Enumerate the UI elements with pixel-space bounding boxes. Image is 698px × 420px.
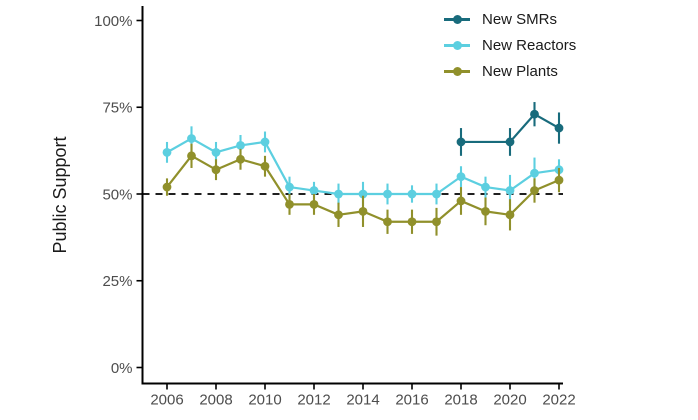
- data-point: [334, 189, 343, 199]
- data-point: [432, 217, 441, 227]
- legend-item-new-reactors: New Reactors: [444, 32, 576, 58]
- data-point: [334, 210, 343, 220]
- data-point: [432, 189, 441, 199]
- legend-marker-new-smrs: [444, 14, 470, 24]
- x-tick-label: 2014: [346, 392, 379, 409]
- data-point: [162, 147, 172, 157]
- data-point: [236, 141, 245, 150]
- legend-dot-icon: [452, 40, 462, 50]
- legend-item-new-plants: New Plants: [444, 58, 576, 84]
- data-point: [407, 189, 417, 199]
- data-point: [456, 172, 466, 182]
- data-point: [236, 154, 245, 164]
- data-point: [358, 206, 368, 216]
- x-tick-label: 2006: [150, 392, 183, 409]
- y-axis-title: Public Support: [50, 136, 70, 253]
- legend-dot-icon: [452, 14, 462, 24]
- legend-label-new-smrs: New SMRs: [482, 10, 558, 28]
- data-point: [309, 200, 319, 209]
- legend-item-new-smrs: New SMRs: [444, 6, 576, 32]
- data-point: [456, 137, 466, 147]
- x-tick-label: 2016: [395, 392, 428, 409]
- data-point: [358, 189, 368, 199]
- data-point: [285, 182, 294, 192]
- data-point: [407, 217, 417, 227]
- data-point: [456, 196, 466, 206]
- y-tick-label: 100%: [94, 13, 132, 30]
- y-tick-label: 0%: [111, 360, 133, 377]
- data-point: [554, 123, 564, 133]
- data-point: [505, 137, 515, 147]
- data-point: [383, 189, 392, 199]
- data-point: [481, 206, 490, 216]
- legend: New SMRs New Reactors New Plants: [444, 6, 576, 84]
- y-tick-label: 25%: [102, 273, 132, 290]
- data-point: [187, 134, 196, 143]
- legend-label-new-reactors: New Reactors: [482, 36, 577, 54]
- data-point: [505, 210, 515, 220]
- data-point: [162, 182, 172, 192]
- data-point: [383, 217, 392, 227]
- series-new-smrs: [456, 102, 564, 156]
- x-tick-label: 2018: [444, 392, 477, 409]
- data-point: [260, 161, 270, 171]
- series-new-plants: [162, 143, 564, 236]
- legend-marker-new-reactors: [444, 40, 470, 50]
- data-point: [211, 165, 221, 175]
- y-tick-label: 50%: [102, 186, 132, 203]
- y-tick-label: 75%: [102, 100, 132, 117]
- data-point: [505, 186, 515, 195]
- data-point: [211, 147, 221, 157]
- x-tick-label: 2022: [542, 392, 575, 409]
- data-point: [309, 186, 319, 195]
- data-point: [530, 186, 539, 195]
- data-point: [260, 137, 270, 147]
- series-line: [461, 113, 560, 144]
- data-point: [530, 168, 539, 178]
- data-point: [481, 182, 490, 192]
- x-tick-label: 2008: [199, 392, 232, 409]
- data-point: [554, 175, 564, 185]
- legend-dot-icon: [452, 66, 462, 76]
- data-point: [285, 200, 294, 209]
- data-point: [187, 151, 196, 161]
- data-point: [530, 109, 539, 119]
- legend-label-new-plants: New Plants: [482, 62, 558, 80]
- legend-marker-new-plants: [444, 66, 470, 76]
- x-tick-label: 2012: [297, 392, 330, 409]
- x-tick-label: 2010: [248, 392, 281, 409]
- x-tick-label: 2020: [493, 392, 526, 409]
